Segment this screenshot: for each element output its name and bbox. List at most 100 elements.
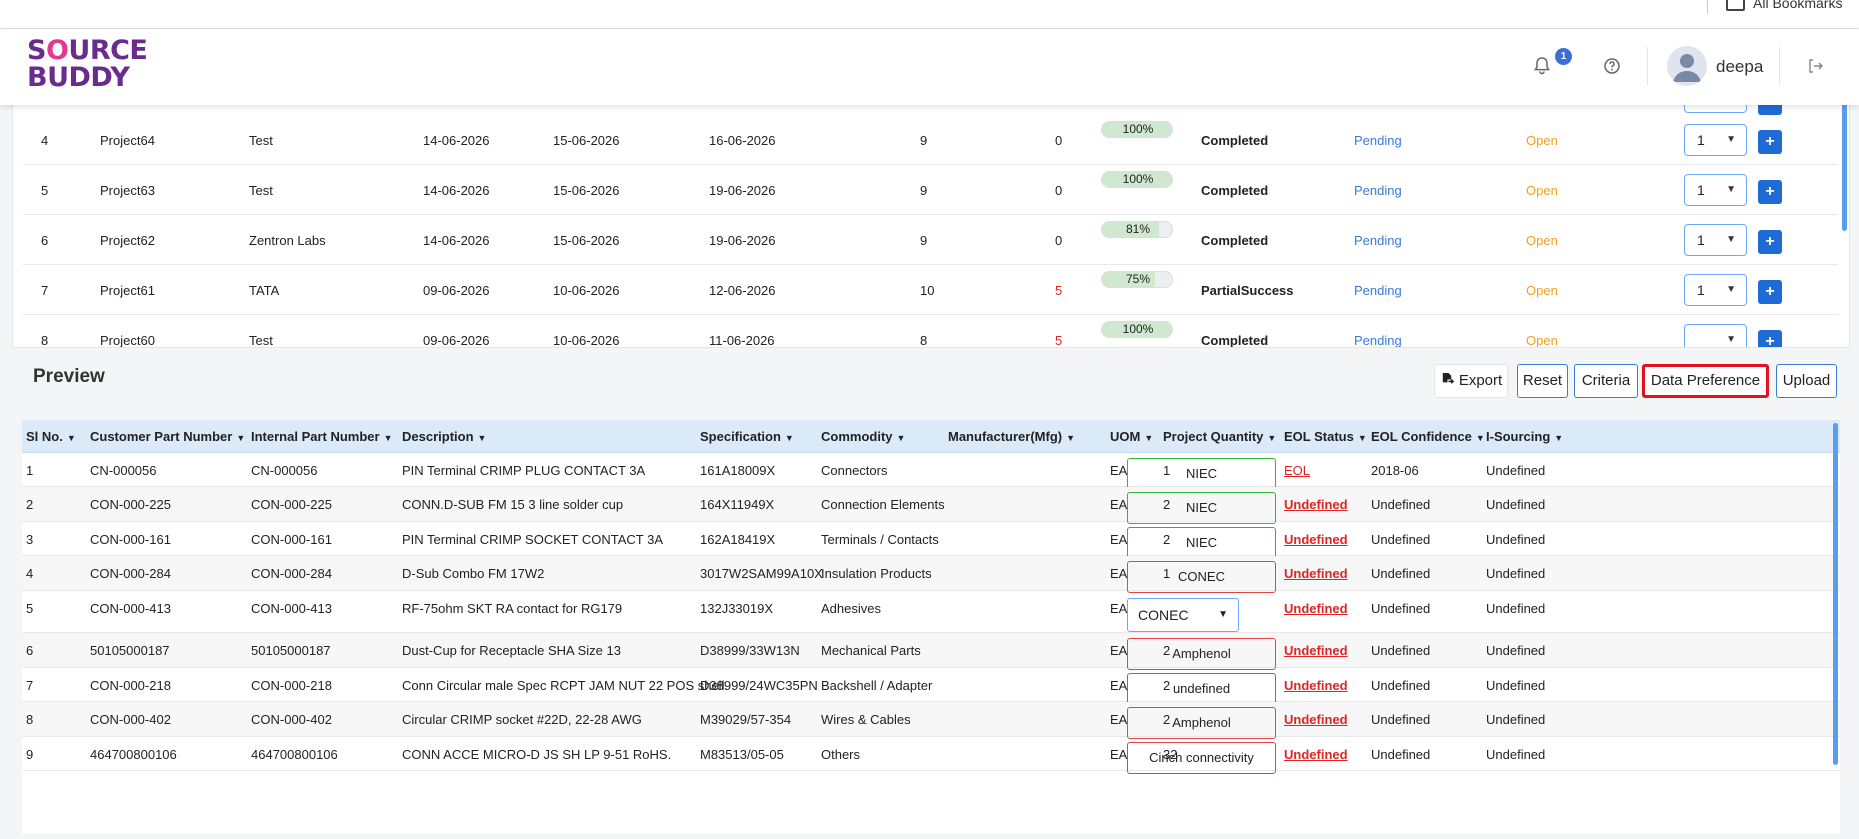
manufacturer-field[interactable]: Amphenol xyxy=(1127,707,1276,739)
progress-bar: 100% xyxy=(1101,321,1173,338)
upload-button[interactable]: Upload xyxy=(1776,364,1837,398)
bell-icon[interactable] xyxy=(1530,54,1554,78)
column-header[interactable]: UOM ▼ xyxy=(1110,429,1153,444)
project-state1[interactable]: Pending xyxy=(1354,233,1402,248)
quantity-select[interactable]: 1 ▼ xyxy=(1684,174,1747,206)
column-header[interactable]: Customer Part Number ▼ xyxy=(90,429,245,444)
column-header[interactable]: Internal Part Number ▼ xyxy=(251,429,393,444)
reset-button[interactable]: Reset xyxy=(1517,364,1568,398)
cell-eol[interactable]: Undefined xyxy=(1284,643,1348,658)
add-button[interactable]: + xyxy=(1758,180,1782,204)
column-header[interactable]: Description ▼ xyxy=(402,429,486,444)
help-icon[interactable] xyxy=(1600,54,1624,78)
avatar[interactable] xyxy=(1667,46,1707,86)
table-row: 5 Project63 Test 14-06-2026 15-06-2026 19-06-… xyxy=(23,165,1838,215)
cell-eol[interactable]: Undefined xyxy=(1284,601,1348,616)
cell-isourcing: Undefined xyxy=(1486,678,1546,693)
cell-uom: EA xyxy=(1110,712,1128,727)
preview-grid: Sl No. ▼ Customer Part Number ▼ Internal Par… xyxy=(22,420,1840,834)
column-header[interactable]: Commodity ▼ xyxy=(821,429,905,444)
progress-bar: 75% xyxy=(1101,271,1173,288)
manufacturer-select[interactable]: CONEC ▼ xyxy=(1127,598,1239,632)
project-no: 6 xyxy=(41,233,49,248)
quantity-select[interactable]: 1 ▼ xyxy=(1684,274,1747,306)
column-header[interactable]: Project Quantity ▼ xyxy=(1163,429,1276,444)
export-button[interactable]: Export xyxy=(1434,364,1508,398)
cell-eol_conf: Undefined xyxy=(1371,601,1431,616)
cell-eol[interactable]: Undefined xyxy=(1284,747,1348,762)
chevron-down-icon: ▼ xyxy=(1726,184,1736,195)
chevron-down-icon: ▼ xyxy=(1357,433,1367,443)
manufacturer-field[interactable]: NIEC xyxy=(1127,492,1276,524)
chevron-down-icon: ▼ xyxy=(1554,433,1564,443)
project-date3: 16-06-2026 xyxy=(709,133,776,148)
manufacturer-field[interactable]: NIEC xyxy=(1127,527,1276,559)
cell-isourcing: Undefined xyxy=(1486,747,1546,762)
progress-label: 100% xyxy=(1122,322,1154,336)
project-state1[interactable]: Pending xyxy=(1354,283,1402,298)
quantity-select[interactable]: 1 ▼ xyxy=(1684,124,1747,156)
column-header[interactable]: EOL Status ▼ xyxy=(1284,429,1367,444)
add-button[interactable]: + xyxy=(1758,280,1782,304)
add-button[interactable]: + xyxy=(1758,330,1782,347)
cell-eol[interactable]: Undefined xyxy=(1284,712,1348,727)
cell-eol[interactable]: Undefined xyxy=(1284,532,1348,547)
manufacturer-field[interactable]: Cinch connectivity xyxy=(1127,742,1276,774)
manufacturer-field[interactable]: CONEC xyxy=(1127,561,1276,593)
quantity-value: 1 xyxy=(1697,282,1705,298)
add-button[interactable]: + xyxy=(1758,230,1782,254)
quantity-select[interactable]: 1 ▼ xyxy=(1684,224,1747,256)
table-row: 1 CN-000056 CN-000056 PIN Terminal CRIMP PL… xyxy=(22,453,1840,490)
app-header: SOURCE BUDDY 1 deepa xyxy=(0,29,1859,105)
project-date1: 09-06-2026 xyxy=(423,283,490,298)
all-bookmarks-button[interactable]: All Bookmarks xyxy=(1726,0,1842,11)
cell-commodity: Connection Elements xyxy=(821,497,945,512)
manufacturer-field[interactable]: undefined xyxy=(1127,673,1276,705)
cell-ipn: CON-000-413 xyxy=(251,601,332,616)
cell-ipn: 50105000187 xyxy=(251,643,331,658)
cell-sl: 1 xyxy=(26,463,34,478)
cell-uom: EA xyxy=(1110,497,1128,512)
source-buddy-logo[interactable]: SOURCE BUDDY xyxy=(27,35,148,93)
project-customer: TATA xyxy=(249,283,280,298)
quantity-select[interactable]: ▼ xyxy=(1684,324,1747,347)
column-header[interactable]: Specification ▼ xyxy=(700,429,794,444)
progress-bar: 81% xyxy=(1101,221,1173,238)
column-header[interactable]: I-Sourcing ▼ xyxy=(1486,429,1563,444)
table-row: 8 Project60 Test 09-06-2026 10-06-2026 11-06-… xyxy=(23,315,1838,348)
manufacturer-field[interactable]: NIEC xyxy=(1127,458,1276,490)
data-preference-button[interactable]: Data Preference xyxy=(1642,364,1769,398)
column-header-label: Internal Part Number xyxy=(251,429,380,444)
column-header[interactable]: Sl No. ▼ xyxy=(26,429,76,444)
logout-icon[interactable] xyxy=(1803,54,1827,78)
column-header[interactable]: EOL Confidence ▼ xyxy=(1371,429,1485,444)
project-date2: 15-06-2026 xyxy=(553,133,620,148)
preview-scrollbar[interactable] xyxy=(1833,423,1838,765)
grid-header: Sl No. ▼ Customer Part Number ▼ Internal Par… xyxy=(22,420,1840,453)
criteria-button[interactable]: Criteria xyxy=(1574,364,1638,398)
username[interactable]: deepa xyxy=(1716,57,1764,76)
chevron-down-icon: ▼ xyxy=(1144,433,1154,443)
cell-isourcing: Undefined xyxy=(1486,566,1546,581)
cell-cpn: CON-000-413 xyxy=(90,601,171,616)
header-divider xyxy=(1779,47,1780,85)
project-state1[interactable]: Pending xyxy=(1354,133,1402,148)
cell-eol[interactable]: EOL xyxy=(1284,463,1311,478)
quantity-value: 1 xyxy=(1697,132,1705,148)
cell-eol[interactable]: Undefined xyxy=(1284,497,1348,512)
project-state1[interactable]: Pending xyxy=(1354,183,1402,198)
cell-eol[interactable]: Undefined xyxy=(1284,678,1348,693)
progress-bar: 100% xyxy=(1101,121,1173,138)
add-button[interactable]: + xyxy=(1758,130,1782,154)
projects-scrollbar[interactable] xyxy=(1842,101,1847,231)
cell-eol[interactable]: Undefined xyxy=(1284,566,1348,581)
cell-isourcing: Undefined xyxy=(1486,532,1546,547)
column-header[interactable]: Manufacturer(Mfg) ▼ xyxy=(948,429,1075,444)
project-no: 4 xyxy=(41,133,49,148)
table-row: 9 464700800106 464700800106 CONN ACCE MICRO… xyxy=(22,737,1840,774)
project-customer: Test xyxy=(249,133,273,148)
manufacturer-field[interactable]: Amphenol xyxy=(1127,638,1276,670)
progress-fill xyxy=(1102,122,1172,137)
cell-eol_conf: Undefined xyxy=(1371,532,1431,547)
project-state1[interactable]: Pending xyxy=(1354,333,1402,348)
